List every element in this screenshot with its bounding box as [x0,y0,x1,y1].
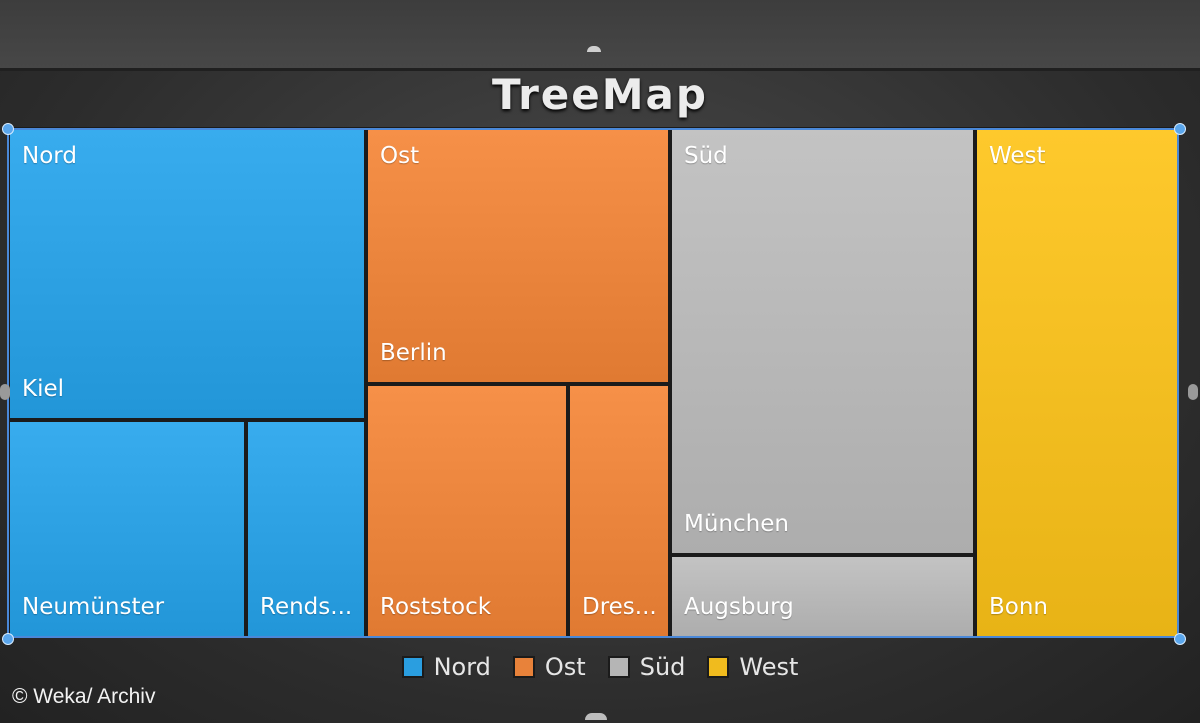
treemap-cell-berlin[interactable] [366,127,670,384]
treemap-leaf-label: Rends... [260,594,353,620]
bottom-grip-icon[interactable] [585,713,607,720]
legend-swatch [707,656,730,678]
selection-handle-left[interactable] [0,384,10,400]
treemap-group-label: West [989,143,1046,169]
legend-item-nord[interactable]: Nord [401,653,491,681]
treemap-leaf-label: Augsburg [684,594,794,620]
selection-handle-top-left[interactable] [2,123,14,135]
legend-item-ost[interactable]: Ost [512,653,586,681]
chart-title: TreeMap [492,70,708,119]
legend-swatch [401,656,424,678]
selection-handle-top-right[interactable] [1174,123,1186,135]
treemap-cell-neumunster[interactable] [8,420,246,638]
treemap-group-label: Ost [380,143,420,169]
resize-grip-icon[interactable] [587,46,601,52]
selection-handle-bottom-left[interactable] [2,633,14,645]
selection-handle-bottom-right[interactable] [1174,633,1186,645]
image-credit: © Weka/ Archiv [12,685,156,708]
legend-swatch [607,656,630,678]
treemap-group-label: Nord [22,143,77,169]
treemap-group-label: Süd [684,143,728,169]
treemap-leaf-label: Berlin [380,340,447,366]
legend-label: West [739,653,799,681]
treemap-cell-augsburg[interactable] [670,555,975,638]
treemap-cell-roststock[interactable] [366,384,568,638]
top-toolbar [0,0,1200,68]
treemap-leaf-label: Bonn [989,594,1049,620]
treemap-cell-munchen[interactable] [670,127,975,555]
treemap-leaf-label: Kiel [22,376,65,402]
treemap-cell-kiel[interactable] [8,127,366,420]
legend-item-sud[interactable]: Süd [607,653,686,681]
treemap-leaf-label: Roststock [380,594,492,620]
treemap-leaf-label: Neumünster [22,594,165,620]
legend-label: Nord [433,653,491,681]
selection-handle-right[interactable] [1188,384,1198,400]
chart-legend: Nord Ost Süd West [0,648,1200,686]
treemap-leaf-label: München [684,511,789,537]
treemap-leaf-label: Dres... [582,594,657,620]
legend-item-west[interactable]: West [707,653,798,681]
legend-label: Ost [544,653,586,681]
legend-swatch [512,656,535,678]
legend-label: Süd [639,653,686,681]
treemap-cell-bonn[interactable] [975,127,1179,638]
